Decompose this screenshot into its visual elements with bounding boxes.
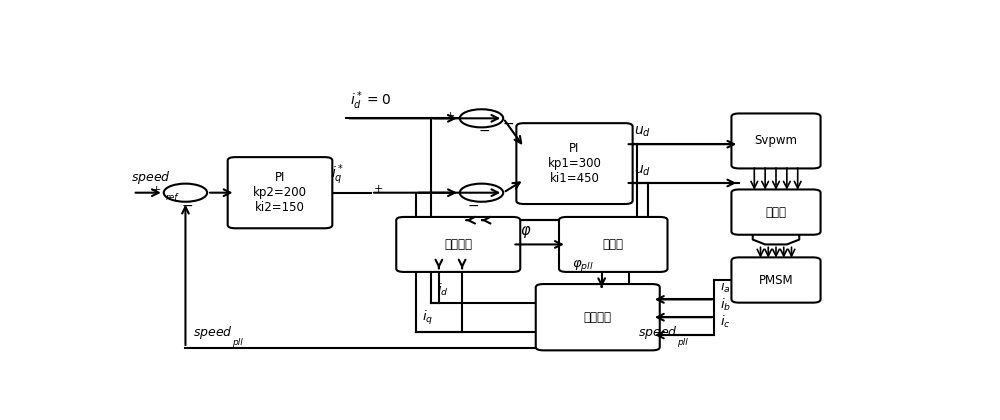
- Text: +: +: [374, 184, 384, 194]
- Text: $speed$: $speed$: [131, 169, 171, 186]
- Text: pll: pll: [677, 338, 688, 346]
- Text: −: −: [479, 124, 490, 138]
- Text: −: −: [502, 117, 514, 131]
- Text: −: −: [182, 199, 194, 213]
- FancyBboxPatch shape: [559, 217, 668, 272]
- Text: $i_b$: $i_b$: [720, 297, 731, 312]
- Text: 逆变器: 逆变器: [766, 206, 786, 218]
- Text: $u_d$: $u_d$: [634, 125, 651, 139]
- FancyBboxPatch shape: [731, 257, 821, 303]
- Text: PI
kp2=200
ki2=150: PI kp2=200 ki2=150: [253, 171, 307, 214]
- Text: +: +: [446, 111, 455, 121]
- Text: $i_d$: $i_d$: [437, 282, 449, 298]
- FancyBboxPatch shape: [516, 123, 633, 204]
- Text: Svpwm: Svpwm: [755, 134, 798, 147]
- FancyBboxPatch shape: [396, 217, 520, 272]
- Text: $i^*_q$: $i^*_q$: [331, 163, 344, 187]
- Text: $speed$: $speed$: [638, 325, 678, 341]
- FancyBboxPatch shape: [731, 113, 821, 168]
- Text: −: −: [468, 199, 480, 213]
- FancyBboxPatch shape: [536, 284, 660, 350]
- Text: PMSM: PMSM: [759, 273, 793, 286]
- FancyBboxPatch shape: [731, 189, 821, 235]
- Text: $\varphi_{pll}$: $\varphi_{pll}$: [572, 258, 594, 273]
- Circle shape: [460, 109, 503, 127]
- Text: $i^*_d = 0$: $i^*_d = 0$: [350, 89, 391, 112]
- Circle shape: [164, 184, 207, 202]
- Text: ref: ref: [165, 193, 178, 202]
- Text: $\varphi$: $\varphi$: [520, 224, 532, 240]
- Text: PI
kp1=300
ki1=450: PI kp1=300 ki1=450: [548, 142, 601, 185]
- Text: pll: pll: [232, 338, 243, 346]
- Text: $u_d$: $u_d$: [634, 163, 651, 178]
- Text: $i_a$: $i_a$: [720, 279, 731, 295]
- FancyBboxPatch shape: [228, 157, 332, 228]
- Text: 锁相环: 锁相环: [603, 238, 624, 251]
- Text: $i_c$: $i_c$: [720, 314, 731, 331]
- Text: $i_q$: $i_q$: [422, 309, 433, 327]
- Text: 磁链观测: 磁链观测: [444, 238, 472, 251]
- Circle shape: [460, 184, 503, 202]
- Text: +: +: [151, 185, 161, 195]
- Text: 坐标变换: 坐标变换: [584, 311, 612, 324]
- Text: $speed$: $speed$: [193, 325, 233, 341]
